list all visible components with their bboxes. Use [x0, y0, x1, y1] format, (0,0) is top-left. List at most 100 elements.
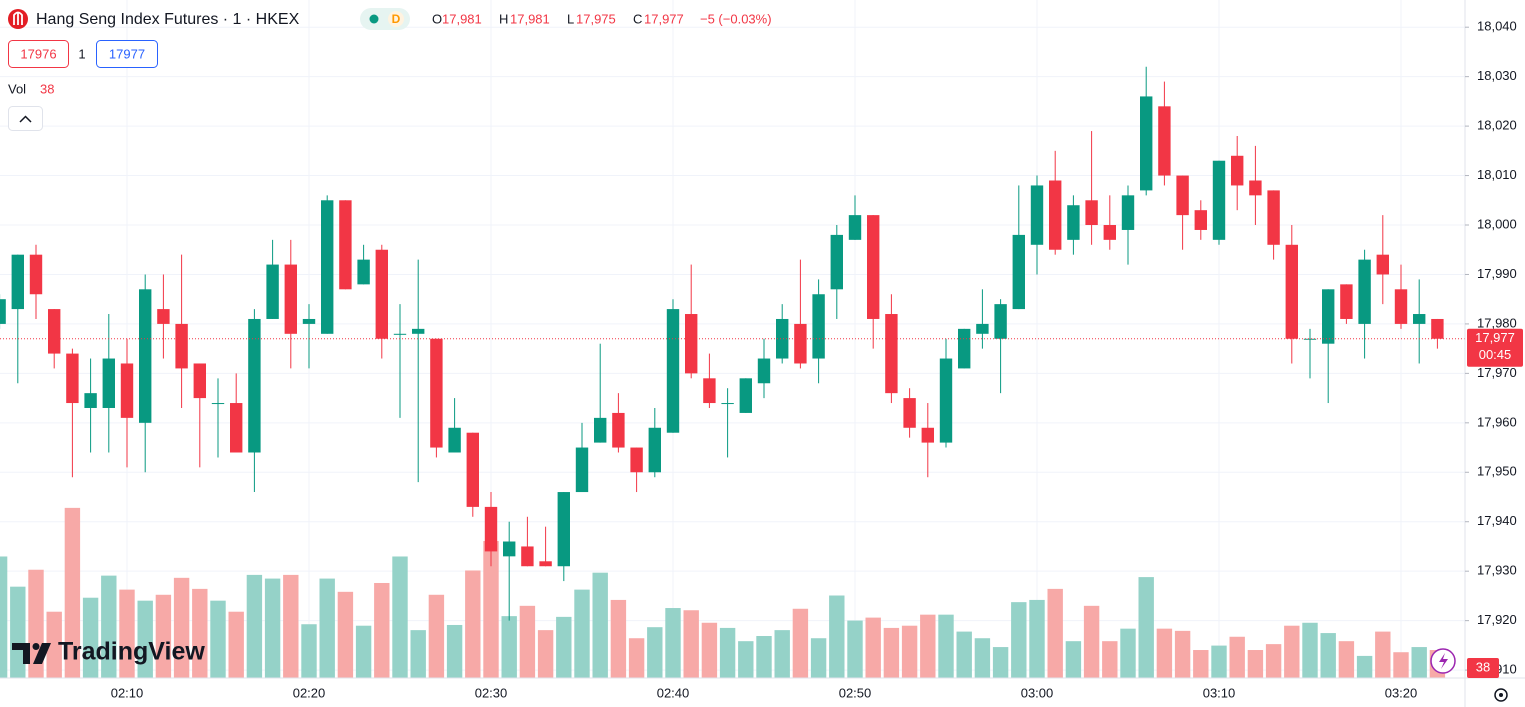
volume-bar	[519, 605, 536, 678]
candle-body	[393, 333, 407, 335]
ask-price: 17977	[109, 46, 145, 61]
candle-body	[794, 323, 807, 364]
candle-body	[1176, 175, 1189, 216]
volume-legend-name: Vol	[8, 81, 26, 96]
x-tick-label: 03:00	[1021, 685, 1054, 700]
legend-key: O	[432, 11, 442, 26]
candle-body	[539, 561, 552, 567]
candle-body	[1194, 210, 1207, 230]
volume-bar	[628, 638, 645, 678]
candle-body	[721, 403, 734, 405]
volume-bar	[810, 638, 827, 678]
candle-body	[1049, 180, 1062, 250]
candle-body	[885, 314, 898, 394]
candle-body	[66, 353, 79, 404]
candle-body	[1103, 225, 1116, 240]
candle-body	[1231, 155, 1244, 186]
candle-body	[11, 254, 24, 310]
settings-button[interactable]	[1494, 688, 1508, 702]
candle-body	[484, 506, 498, 552]
candle-body	[321, 200, 334, 334]
volume-bar	[46, 611, 62, 678]
volume-bar	[1047, 588, 1063, 678]
last-volume-tag	[1467, 658, 1499, 678]
candle-body	[412, 328, 425, 334]
volume-bar	[1102, 641, 1118, 678]
volume-bar	[683, 610, 699, 678]
volume-bar	[1193, 650, 1209, 678]
x-tick-label: 02:10	[111, 685, 144, 700]
spread: 1	[78, 46, 85, 61]
volume-bar	[537, 630, 554, 678]
candle-body	[757, 358, 771, 384]
candle-body	[666, 309, 680, 433]
buy-button[interactable]	[96, 40, 158, 68]
candle-body	[1030, 185, 1044, 245]
volume-bar	[1375, 631, 1391, 678]
volume-bar	[1393, 652, 1409, 678]
candle-body	[812, 294, 825, 359]
volume-bar	[592, 572, 608, 678]
volume-bar	[847, 620, 863, 678]
volume-bar	[1174, 630, 1191, 678]
delay-badge-bg	[388, 11, 404, 27]
candle-body	[521, 546, 534, 567]
brand-logo-part	[12, 643, 30, 664]
candle-body	[1267, 190, 1280, 245]
candle-body	[703, 378, 716, 404]
volume-bar	[264, 578, 281, 678]
volume-bar	[483, 541, 499, 678]
volume-bar	[665, 608, 681, 678]
collapse-button[interactable]	[8, 106, 43, 131]
candle-body	[1413, 314, 1426, 324]
alert-icon	[1439, 653, 1448, 669]
y-tick-label: 17,950	[1477, 464, 1517, 479]
y-tick-label: 17,940	[1477, 513, 1517, 528]
candle-body	[994, 304, 1007, 339]
candle-body	[739, 378, 752, 413]
volume-bar	[1065, 641, 1082, 678]
candle-body	[1158, 106, 1171, 176]
volume-bar	[0, 556, 8, 678]
candle-body	[466, 432, 479, 507]
candle-body	[1303, 338, 1317, 340]
candle-body	[648, 427, 661, 473]
volume-bar	[701, 622, 718, 678]
volume-bar	[1247, 650, 1264, 678]
candle-body	[1285, 244, 1298, 339]
legend-value: 17,977	[644, 11, 684, 26]
volume-bar	[719, 627, 736, 678]
x-tick-label: 03:20	[1385, 685, 1418, 700]
volume-bar	[956, 631, 972, 678]
candle-body	[102, 358, 115, 408]
legend-value: 17,981	[510, 11, 550, 26]
sell-button[interactable]	[8, 40, 69, 68]
x-tick-label: 02:30	[475, 685, 508, 700]
candle-body	[248, 318, 261, 453]
volume-bar	[556, 616, 572, 678]
y-tick-label: 17,960	[1477, 414, 1517, 429]
volume-bar	[774, 630, 790, 678]
candle-body	[830, 234, 843, 290]
market-open-dot	[369, 14, 379, 24]
volume-bar	[1229, 636, 1245, 678]
y-tick-label: 18,030	[1477, 68, 1517, 83]
symbol-title[interactable]: Hang Seng Index Futures · 1 · HKEX	[36, 11, 300, 28]
brand-logo-part	[32, 643, 40, 650]
candle-body	[157, 309, 170, 324]
volume-bar	[283, 574, 299, 678]
volume-bar	[319, 578, 335, 678]
candle-body	[430, 338, 443, 448]
candle-body	[1212, 160, 1226, 240]
symbol-logo-mark	[13, 11, 23, 25]
candle-body	[1067, 205, 1080, 240]
volume-bar	[1138, 577, 1154, 678]
volume-bar	[337, 591, 354, 678]
x-tick-label: 03:10	[1203, 685, 1236, 700]
candle-body	[867, 215, 880, 319]
volume-bar	[1320, 633, 1336, 678]
candle-body	[976, 323, 989, 334]
